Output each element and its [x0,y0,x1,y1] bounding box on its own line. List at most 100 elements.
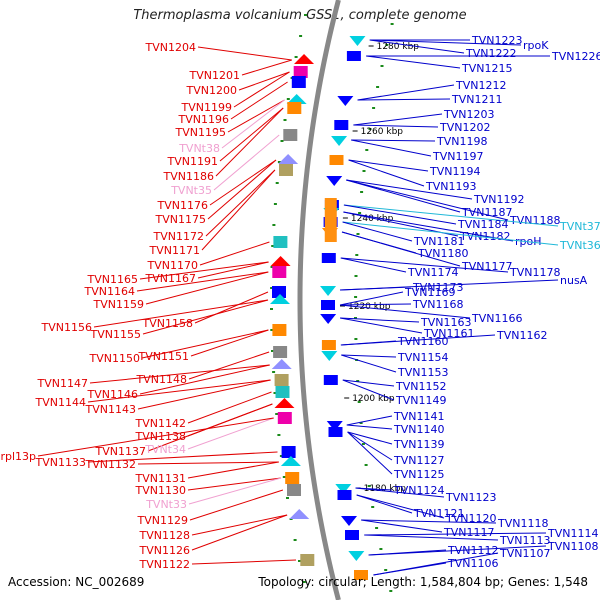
leader-line [139,364,270,395]
gene-label-right: TVN1178 [509,266,560,279]
gene-box [291,76,306,88]
gene-arrow [280,456,301,466]
leader-line [340,340,397,346]
tick-mark [376,86,380,88]
gene-box [323,375,338,385]
leader-line [187,417,274,450]
gene-arrow [320,286,337,296]
leader-line [347,431,393,461]
gene-box [324,198,337,242]
tick-mark [283,119,287,121]
tick-mark [270,329,274,331]
gene-label-right: TVN1154 [397,351,448,364]
gene-label-left: TVN1170 [147,259,198,272]
gene-label-left: TVN1159 [93,298,144,311]
gene-box [283,129,298,141]
tick-mark [272,371,276,373]
gene-label-right: TVN1107 [499,547,550,560]
gene-label-left: TVN1144 [35,396,86,409]
tick-mark [367,485,371,487]
gene-label-left: TVN1172 [153,230,204,243]
gene-label-left: TVN1132 [85,458,136,471]
leader-line [348,159,429,172]
tick-mark [372,107,376,109]
gene-label-right: TVN1112 [447,544,498,557]
leader-line [136,271,269,292]
leader-line [197,46,292,61]
gene-arrow [326,421,343,431]
gene-label-left: TVN1196 [178,113,229,126]
gene-label-left: TVN1201 [189,69,240,82]
leader-line [188,477,282,505]
leader-line [357,98,451,101]
gene-box [279,164,293,176]
leader-line [238,71,290,91]
gene-label-left: TVN1155 [90,328,141,341]
gene-label-right: TVN1163 [420,316,471,329]
gene-label-right: TVN1215 [461,62,512,75]
gene-box [293,66,308,78]
gene-arrow [341,516,358,526]
leader-line [356,494,445,519]
leader-line [361,519,497,524]
tick-mark [390,23,394,25]
gene-label-left: TVN1186 [163,170,214,183]
gene-label-left: TVN1143 [85,403,136,416]
leader-line [340,257,407,273]
tick-mark [298,560,301,562]
leader-line [364,532,547,536]
gene-label-right: TVN1121 [413,507,464,520]
map-title: Thermoplasma volcanium GSS1, complete ge… [133,8,467,23]
tick-mark [282,476,286,478]
gene-label-right: TVN1181 [413,235,464,248]
leader-line [343,204,559,227]
gene-label-right: TVN1188 [509,214,560,227]
gene-label-right: rpoK [523,39,549,52]
tick-mark [359,422,363,424]
tick-mark [356,380,360,382]
tick-mark [364,464,368,466]
kbp-position-label: 1280 kbp [377,42,420,52]
gene-label-left: TVN1137 [95,445,146,458]
gene-box [346,51,361,61]
gene-box [285,472,300,484]
tick-mark [371,506,375,508]
gene-box [321,253,336,263]
gene-label-left: TVN1147 [37,377,88,390]
gene-box [354,570,368,580]
gene-label-right: TVN1113 [499,534,550,547]
leader-line [199,241,270,266]
gene-arrow [320,314,337,324]
leader-line [139,261,269,280]
leader-line [147,403,273,452]
tick-mark [385,44,389,46]
gene-label-right: TVN1106 [447,557,498,570]
leader-line [342,379,395,401]
gene-label-right: TVN1202 [439,121,490,134]
leader-line [93,299,269,328]
kbp-position-label: 1200 kbp [352,394,395,404]
tick-mark [272,224,276,226]
gene-label-right: TVN1187 [461,206,512,219]
leader-line [145,271,269,305]
leader-line [356,494,413,514]
gene-label-left: TVNt34 [144,443,186,456]
gene-label-right: TVN1139 [393,438,444,451]
gene-arrow [294,54,315,64]
leader-line [188,351,270,380]
leader-line [215,107,284,177]
leader-line [137,379,271,410]
leader-line [142,299,269,335]
leader-line [346,415,393,426]
leader-line [89,364,270,384]
leader-line [190,329,269,357]
gene-box [300,554,315,566]
tick-mark [286,497,289,499]
leader-line [346,179,461,213]
gene-label-left: TVN1158 [142,317,193,330]
gene-label-right: TVN1114 [547,527,598,540]
leader-line [343,211,514,242]
tick-mark [293,539,297,541]
gene-arrow [348,551,365,561]
gene-label-left: TVN1167 [145,272,196,285]
